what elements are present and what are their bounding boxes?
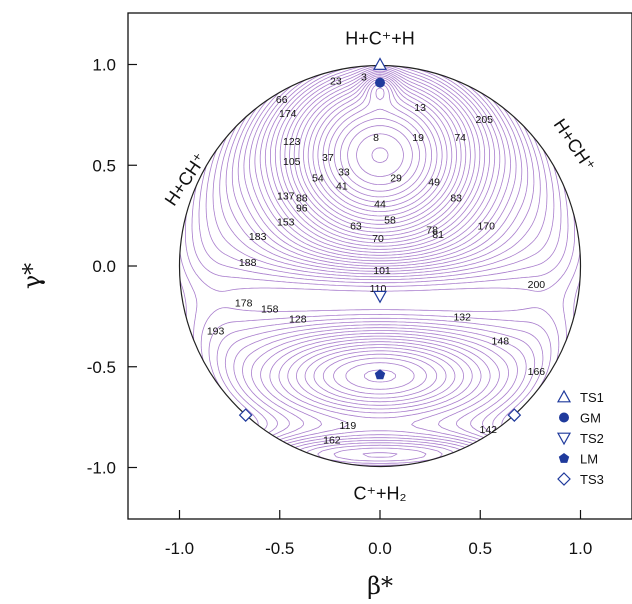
contour-label: 29 bbox=[390, 172, 402, 184]
x-tick-label: -1.0 bbox=[165, 539, 194, 558]
contour-label: 132 bbox=[453, 311, 471, 323]
contour-label: 66 bbox=[276, 94, 288, 106]
contour-label: 78 bbox=[426, 225, 438, 237]
marker-ts2 bbox=[372, 290, 388, 304]
contour-label: 174 bbox=[279, 108, 297, 120]
contour-label: 183 bbox=[249, 231, 267, 243]
contour-label: 148 bbox=[492, 336, 510, 348]
contour-label: 128 bbox=[289, 313, 307, 325]
contour-label: 119 bbox=[340, 420, 357, 432]
contour-label: 19 bbox=[412, 132, 424, 144]
contour-label: 153 bbox=[277, 217, 295, 229]
marker-ts3 bbox=[238, 408, 253, 422]
contour-label: 205 bbox=[475, 114, 493, 126]
legend-label-ts1: TS1 bbox=[580, 390, 604, 405]
x-tick-label: 0.5 bbox=[468, 539, 492, 558]
contour-label: 200 bbox=[528, 279, 546, 291]
contour-label: 193 bbox=[207, 325, 225, 337]
y-tick-label: 1.0 bbox=[92, 56, 116, 75]
legend-marker-gm bbox=[559, 412, 569, 423]
x-tick-label: -0.5 bbox=[265, 539, 294, 558]
region-label-right: H+CH⁺ bbox=[550, 115, 600, 175]
legend-marker-lm bbox=[558, 453, 570, 463]
legend-marker-ts2 bbox=[556, 432, 572, 446]
contour-label: 188 bbox=[239, 257, 257, 269]
region-label-bottom: C⁺+H₂ bbox=[354, 484, 407, 504]
contour-label: 63 bbox=[350, 221, 362, 233]
contour-label: 137 bbox=[277, 190, 295, 202]
contour-label: 83 bbox=[450, 192, 462, 204]
contour-label: 13 bbox=[414, 102, 426, 114]
x-axis-label: β* bbox=[367, 572, 393, 600]
legend: TS1 GM TS2 LM TS3 bbox=[556, 389, 604, 487]
region-label-top: H+C⁺+H bbox=[345, 28, 415, 48]
contour-label: 33 bbox=[338, 166, 350, 178]
marker-ts1 bbox=[372, 57, 388, 70]
y-tick-label: -0.5 bbox=[87, 358, 116, 377]
contour-label: 96 bbox=[296, 203, 308, 215]
y-axis-label: γ* bbox=[18, 263, 46, 289]
x-tick-label: 1.0 bbox=[569, 539, 593, 558]
contour-label: 23 bbox=[330, 76, 342, 88]
contour-label: 74 bbox=[454, 132, 466, 144]
marker-ts3 bbox=[507, 408, 522, 422]
x-tick-label: 0.0 bbox=[368, 539, 392, 558]
stationary-points bbox=[238, 57, 522, 422]
y-tick-label: 0.0 bbox=[92, 257, 116, 276]
contour-label: 142 bbox=[480, 424, 498, 436]
legend-label-lm: LM bbox=[580, 452, 598, 467]
contour-label: 170 bbox=[477, 221, 495, 233]
axes: -1.0 -0.5 0.0 0.5 1.0 1.0 0.5 0.0 -0.5 -1.0 β* γ* bbox=[18, 56, 592, 601]
marker-lm bbox=[374, 369, 386, 380]
contour-label: 8 bbox=[373, 132, 379, 144]
legend-label-ts2: TS2 bbox=[580, 431, 604, 446]
contour-label: 49 bbox=[428, 176, 440, 188]
contour-label: 166 bbox=[528, 366, 546, 378]
contour-label: 54 bbox=[312, 172, 324, 184]
legend-label-ts3: TS3 bbox=[580, 472, 604, 487]
contour-label: 88 bbox=[296, 192, 308, 204]
contour-label: 37 bbox=[322, 152, 334, 164]
contour-label: 162 bbox=[323, 434, 341, 446]
contour-label: 3 bbox=[361, 72, 367, 84]
contour-label: 81 bbox=[432, 229, 444, 241]
contour-label: 44 bbox=[374, 199, 386, 211]
legend-label-gm: GM bbox=[580, 411, 601, 426]
legend-marker-ts1 bbox=[556, 389, 572, 403]
contour-label: 70 bbox=[372, 233, 384, 245]
contour-label: 158 bbox=[261, 303, 279, 315]
y-tick-label: -1.0 bbox=[87, 459, 116, 478]
contour-label: 105 bbox=[283, 156, 301, 168]
contour-label: 123 bbox=[283, 136, 301, 148]
contour-label: 58 bbox=[384, 215, 396, 227]
marker-gm bbox=[375, 77, 385, 88]
contour-label: 41 bbox=[336, 180, 348, 192]
y-tick-label: 0.5 bbox=[92, 156, 116, 175]
contour-label: 101 bbox=[373, 265, 391, 277]
contour-label: 178 bbox=[235, 297, 253, 309]
legend-marker-ts3 bbox=[557, 472, 571, 486]
